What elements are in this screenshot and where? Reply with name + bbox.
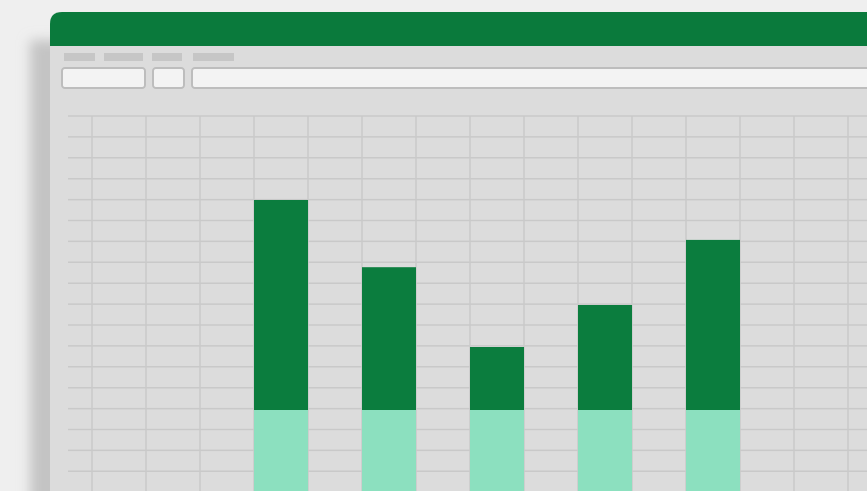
name-box[interactable] (62, 68, 145, 88)
bar-segment (686, 240, 740, 410)
bar-segment (362, 410, 416, 491)
title-bar (50, 12, 867, 46)
menu-item[interactable] (152, 53, 182, 61)
bar-segment (470, 410, 524, 491)
formula-bar[interactable] (192, 68, 867, 88)
bar-segment (254, 410, 308, 491)
menu-item[interactable] (104, 53, 143, 61)
menu-item[interactable] (64, 53, 95, 61)
window-body (50, 30, 867, 491)
bar-segment (470, 347, 524, 410)
bar-segment (578, 410, 632, 491)
page: (() => { const data = JSON.parse(documen… (0, 0, 867, 491)
function-button[interactable] (153, 68, 184, 88)
bar-segment (686, 410, 740, 491)
menu-item[interactable] (193, 53, 234, 61)
spreadsheet-illustration (0, 0, 867, 491)
bar-segment (254, 200, 308, 410)
bar-segment (578, 305, 632, 410)
bar-segment (362, 267, 416, 410)
